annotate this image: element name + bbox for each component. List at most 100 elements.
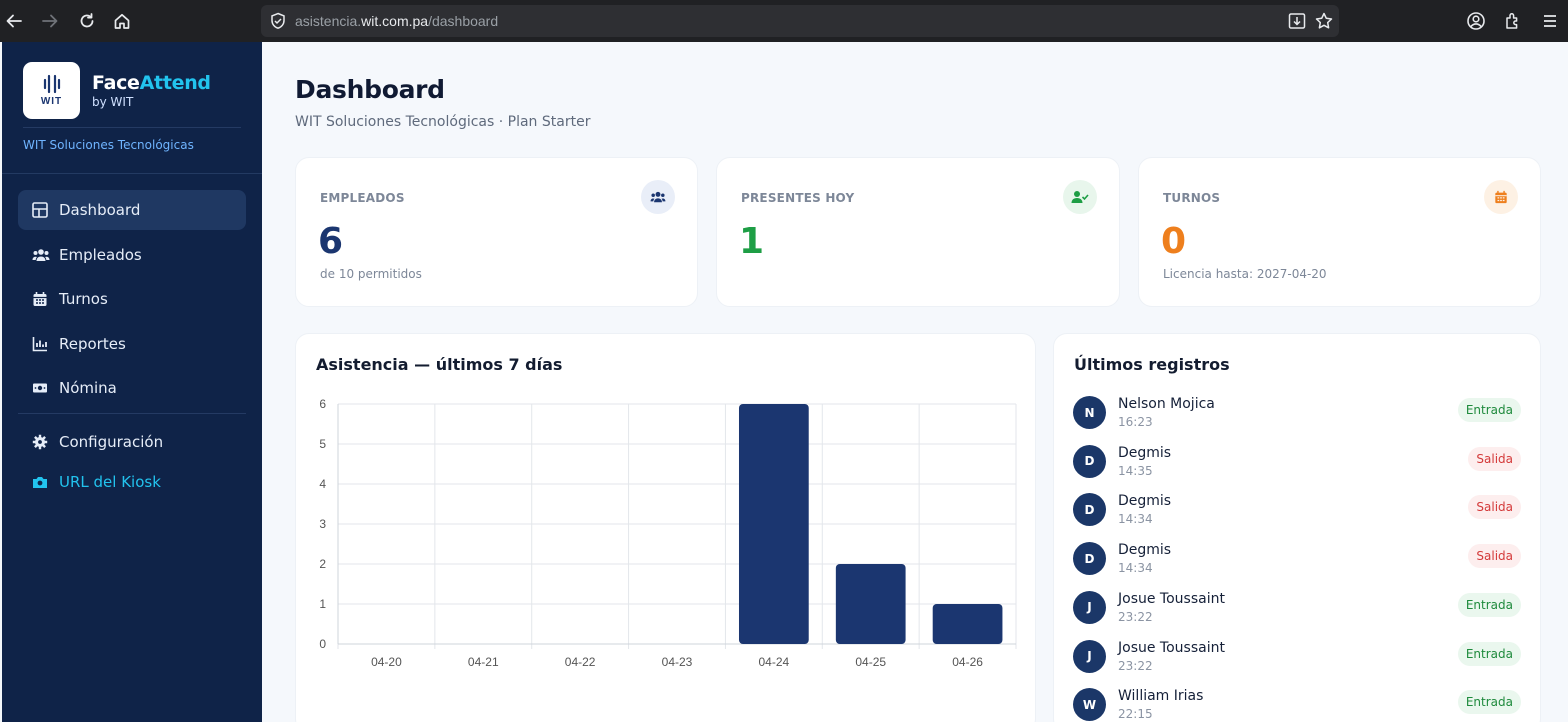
url-text[interactable]: asistencia.wit.com.pa/dashboard <box>295 13 499 29</box>
attendance-chart-panel: Asistencia — últimos 7 días 0 1 2 3 4 5 6 04-20… <box>295 333 1036 722</box>
divider <box>23 127 241 128</box>
sidebar-item-kiosk-url[interactable]: URL del Kiosk <box>18 462 246 502</box>
stat-label: EMPLEADOS <box>320 191 405 205</box>
status-badge: Entrada <box>1457 690 1521 715</box>
list-item[interactable]: D Degmis 14:34 Salida <box>1073 542 1521 582</box>
sidebar-item-dashboard[interactable]: Dashboard <box>18 190 246 230</box>
x-tick-label: 04-21 <box>468 655 499 669</box>
main-content: Dashboard WIT Soluciones Tecnológicas · … <box>262 42 1568 722</box>
record-time: 14:34 <box>1118 561 1153 576</box>
stat-value: 1 <box>739 221 765 262</box>
bookmark-star-icon[interactable] <box>1314 11 1334 31</box>
stat-card-presentes: PRESENTES HOY 1 <box>716 157 1120 307</box>
reload-icon[interactable] <box>74 8 100 34</box>
records-title: Últimos registros <box>1074 355 1230 374</box>
avatar: D <box>1073 493 1106 527</box>
sidebar-item-reportes[interactable]: Reportes <box>18 324 246 364</box>
divider <box>18 413 246 414</box>
record-time: 14:35 <box>1118 463 1153 478</box>
users-icon <box>641 180 675 214</box>
calendar-icon <box>33 292 47 306</box>
list-item[interactable]: J Josue Toussaint 23:22 Entrada <box>1073 590 1521 631</box>
chart-icon <box>32 337 47 352</box>
home-icon[interactable] <box>109 8 135 34</box>
dashboard-icon <box>32 202 48 218</box>
stat-note: de 10 permitidos <box>320 267 422 281</box>
stat-label: TURNOS <box>1163 191 1221 205</box>
users-icon <box>32 249 50 261</box>
recent-records-panel: Últimos registros N Nelson Mojica 16:23 Ent… <box>1053 333 1541 722</box>
record-name: Josue Toussaint <box>1118 639 1225 656</box>
sidebar-item-label: URL del Kiosk <box>59 473 161 491</box>
page-title: Dashboard <box>295 75 445 104</box>
y-tick-label: 2 <box>319 557 326 571</box>
status-badge: Salida <box>1468 495 1521 520</box>
sidebar-item-empleados[interactable]: Empleados <box>18 235 246 275</box>
attendance-bar-chart: 0 1 2 3 4 5 6 04-20 04-21 04-22 04-23 04-24 04-25 04-… <box>319 397 1017 669</box>
record-name: Nelson Mojica <box>1118 396 1215 412</box>
sidebar-item-nomina[interactable]: Nómina <box>18 368 246 408</box>
brand-byline: by WIT <box>92 95 134 109</box>
money-icon <box>33 383 47 393</box>
x-tick-label: 04-26 <box>952 655 983 669</box>
page-subtitle: WIT Soluciones Tecnológicas · Plan Start… <box>295 114 591 130</box>
logo-text: WIT <box>40 96 63 107</box>
status-badge: Entrada <box>1457 398 1521 422</box>
calendar-icon <box>1484 180 1518 214</box>
record-name: Degmis <box>1118 493 1172 510</box>
sidebar-item-configuracion[interactable]: Configuración <box>18 422 246 462</box>
y-tick-label: 0 <box>319 637 326 651</box>
status-badge: Salida <box>1468 544 1521 569</box>
list-item[interactable]: W William Irias 22:15 Entrada <box>1073 688 1521 722</box>
logo[interactable]: WIT <box>23 62 80 119</box>
company-name: WIT Soluciones Tecnológicas <box>23 138 194 152</box>
avatar: N <box>1073 396 1106 429</box>
avatar: W <box>1073 688 1106 722</box>
menu-icon[interactable] <box>1539 10 1561 32</box>
install-app-icon[interactable] <box>1287 11 1307 31</box>
extensions-icon[interactable] <box>1502 10 1524 32</box>
user-check-icon <box>1063 180 1097 214</box>
record-name: William Irias <box>1118 688 1204 705</box>
y-tick-label: 5 <box>319 437 326 451</box>
y-tick-label: 3 <box>319 517 326 531</box>
site-info-icon[interactable] <box>268 11 288 31</box>
stat-value: 0 <box>1161 221 1187 262</box>
list-item[interactable]: N Nelson Mojica 16:23 Entrada <box>1073 396 1521 436</box>
sidebar-item-label: Reportes <box>59 335 126 353</box>
divider <box>2 173 262 174</box>
status-badge: Entrada <box>1457 641 1521 666</box>
record-time: 22:15 <box>1118 707 1153 722</box>
record-name: Degmis <box>1118 444 1172 461</box>
list-item[interactable]: J Josue Toussaint 23:22 Entrada <box>1073 639 1521 680</box>
sidebar-item-label: Empleados <box>59 246 142 264</box>
status-badge: Salida <box>1468 446 1521 471</box>
stat-card-turnos: TURNOS 0 Licencia hasta: 2027-04-20 <box>1138 157 1541 307</box>
sidebar-item-label: Nómina <box>59 379 117 397</box>
logo-mark-icon <box>43 74 60 94</box>
avatar: D <box>1073 542 1106 576</box>
chart-title: Asistencia — últimos 7 días <box>316 355 563 374</box>
x-tick-label: 04-24 <box>759 655 790 669</box>
avatar: D <box>1073 444 1106 478</box>
record-time: 16:23 <box>1118 415 1153 429</box>
avatar: J <box>1073 590 1106 624</box>
bar-04-24 <box>738 404 809 644</box>
profile-icon[interactable] <box>1465 10 1487 32</box>
y-tick-label: 6 <box>319 397 326 411</box>
sidebar-item-turnos[interactable]: Turnos <box>18 279 246 319</box>
list-item[interactable]: D Degmis 14:34 Salida <box>1073 493 1521 533</box>
x-tick-label: 04-22 <box>565 655 596 669</box>
stat-note: Licencia hasta: 2027-04-20 <box>1163 267 1327 281</box>
x-tick-label: 04-25 <box>855 655 886 669</box>
address-bar[interactable]: asistencia.wit.com.pa/dashboard <box>261 5 1339 37</box>
sidebar-item-label: Configuración <box>59 433 164 451</box>
x-tick-label: 04-23 <box>662 655 693 669</box>
bar-04-25 <box>835 564 906 644</box>
forward-icon[interactable] <box>37 8 63 34</box>
x-tick-label: 04-20 <box>371 655 402 669</box>
list-item[interactable]: D Degmis 14:35 Salida <box>1073 444 1521 485</box>
stat-label: PRESENTES HOY <box>741 191 855 205</box>
browser-toolbar: asistencia.wit.com.pa/dashboard <box>0 0 1568 42</box>
back-icon[interactable] <box>1 8 27 34</box>
